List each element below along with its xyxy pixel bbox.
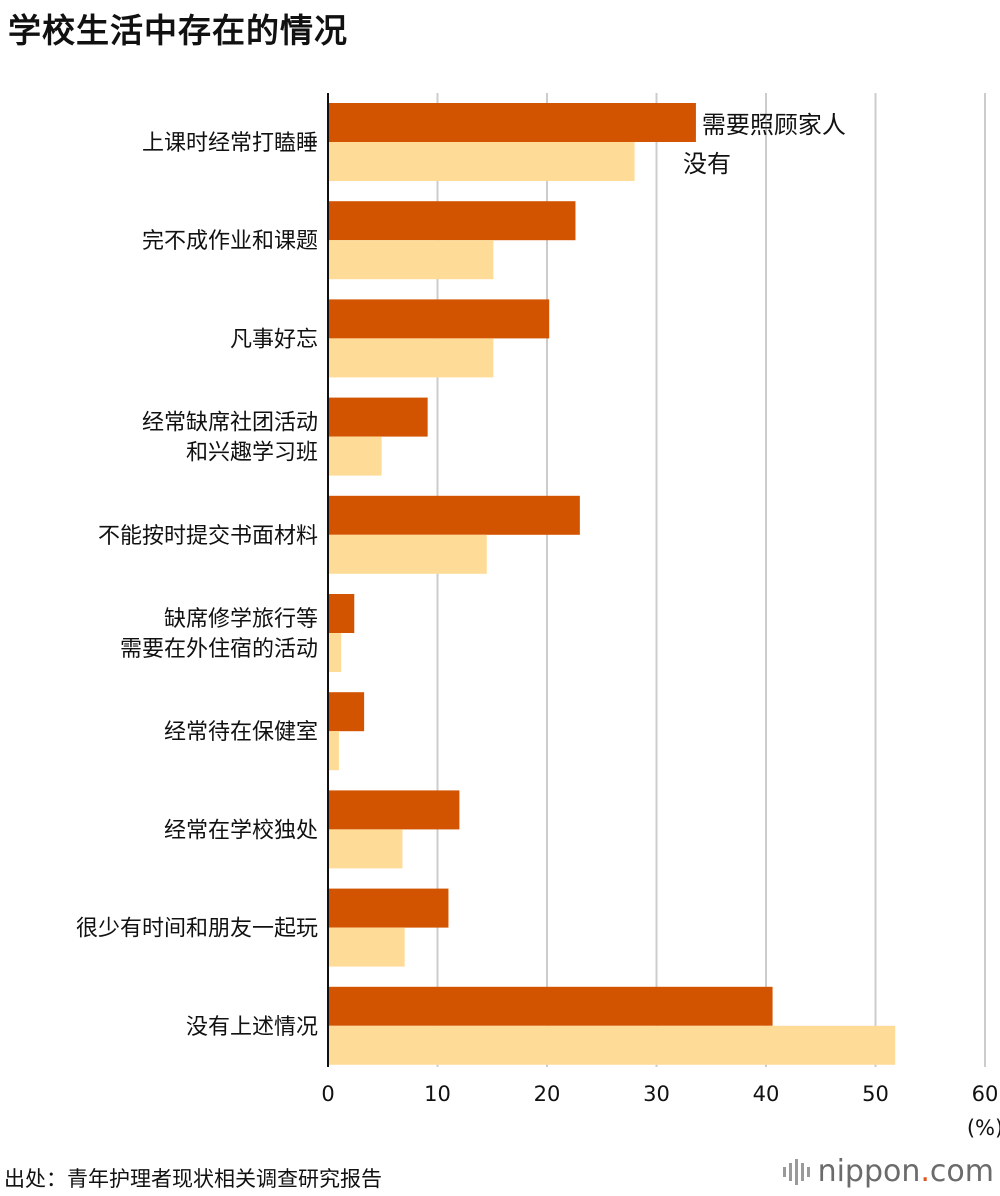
bar-series-2 bbox=[328, 338, 494, 378]
bar-series-1 bbox=[328, 692, 365, 732]
bar-series-2 bbox=[328, 240, 494, 280]
bar-series-1 bbox=[328, 397, 428, 437]
bar-series-2 bbox=[328, 731, 339, 771]
bar-series-2 bbox=[328, 142, 635, 181]
x-unit-label: (%) bbox=[967, 1116, 1000, 1140]
category-label: 上课时经常打瞌睡 bbox=[142, 131, 318, 156]
category-label: 不能按时提交书面材料 bbox=[98, 524, 318, 549]
category-label: 经常待在保健室 bbox=[164, 720, 318, 745]
x-tick-label: 10 bbox=[424, 1082, 451, 1106]
bar-series-2 bbox=[328, 436, 382, 476]
category-label: 完不成作业和课题 bbox=[142, 229, 318, 254]
x-tick-label: 50 bbox=[862, 1082, 889, 1106]
brand-logo: nippon. com bbox=[782, 1154, 994, 1189]
x-tick-label: 40 bbox=[753, 1082, 780, 1106]
bar-series-1 bbox=[328, 888, 449, 928]
brand-dot: . bbox=[920, 1154, 930, 1189]
x-tick-label: 0 bbox=[321, 1082, 334, 1106]
x-tick-label: 20 bbox=[534, 1082, 561, 1106]
brand-name: nippon bbox=[817, 1154, 921, 1189]
bar-series-1 bbox=[328, 790, 460, 830]
category-label: 没有上述情况 bbox=[186, 1015, 318, 1040]
x-tick-label: 30 bbox=[643, 1082, 670, 1106]
brand-suffix: com bbox=[929, 1154, 994, 1189]
tick-labels: 0 10 20 30 40 50 60 (%) bbox=[321, 1082, 1000, 1140]
bar-series-1 bbox=[328, 986, 773, 1026]
category-label: 经常缺席社团活动 bbox=[142, 411, 318, 436]
bar-series-2 bbox=[328, 1025, 896, 1065]
bar-series-2 bbox=[328, 534, 487, 574]
x-tick-label: 60 bbox=[972, 1082, 999, 1106]
category-label: 需要在外住宿的活动 bbox=[120, 637, 318, 662]
legend-label-series-2: 没有 bbox=[683, 150, 731, 178]
bar-series-1 bbox=[328, 594, 355, 633]
bar-series-2 bbox=[328, 927, 405, 967]
bar-series-1 bbox=[328, 495, 580, 535]
bar-series-1 bbox=[328, 299, 550, 339]
category-label: 凡事好忘 bbox=[230, 327, 318, 352]
bar-series-2 bbox=[328, 633, 342, 672]
bars bbox=[328, 103, 896, 1065]
source-note: 出处：青年护理者现状相关调查研究报告 bbox=[4, 1167, 382, 1191]
category-label: 很少有时间和朋友一起玩 bbox=[76, 917, 318, 942]
category-label: 经常在学校独处 bbox=[164, 818, 318, 843]
legend-label-series-1: 需要照顾家人 bbox=[702, 111, 846, 139]
bar-series-1 bbox=[328, 201, 576, 241]
category-labels: 上课时经常打瞌睡完不成作业和课题凡事好忘经常缺席社团活动和兴趣学习班不能按时提交… bbox=[76, 131, 318, 1040]
category-label: 和兴趣学习班 bbox=[186, 441, 318, 466]
brand-mark-icon bbox=[782, 1157, 810, 1187]
category-label: 缺席修学旅行等 bbox=[164, 607, 318, 632]
bar-series-1 bbox=[328, 103, 696, 142]
bar-series-2 bbox=[328, 829, 403, 869]
chart-title: 学校生活中存在的情况 bbox=[8, 11, 348, 50]
